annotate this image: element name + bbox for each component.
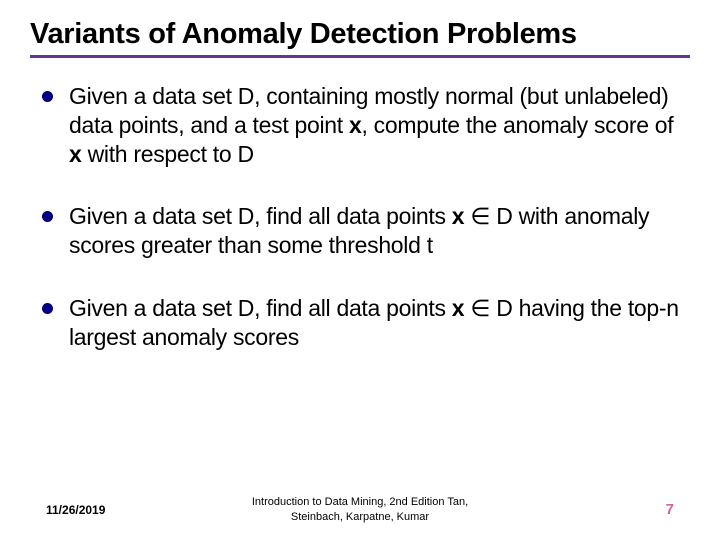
- text-bold: x: [349, 112, 362, 138]
- text-bold: x: [69, 141, 82, 167]
- text-segment: with respect to D: [82, 141, 254, 167]
- footer-ref-line: Introduction to Data Mining, 2nd Edition…: [252, 496, 468, 508]
- title-divider: [30, 55, 690, 58]
- list-item: Given a data set D, find all data points…: [42, 202, 690, 260]
- bullet-text: Given a data set D, containing mostly no…: [69, 82, 690, 168]
- text-bold: x: [452, 295, 465, 321]
- slide-footer: 11/26/2019 Introduction to Data Mining, …: [0, 501, 720, 518]
- text-segment: Given a data set D, find all data points: [69, 295, 452, 321]
- list-item: Given a data set D, find all data points…: [42, 294, 690, 352]
- slide-title: Variants of Anomaly Detection Problems: [30, 18, 690, 51]
- bullet-icon: [42, 303, 53, 314]
- footer-ref-line: Steinbach, Karpatne, Kumar: [291, 511, 429, 523]
- text-segment: , compute the anomaly score of: [361, 112, 673, 138]
- bullet-text: Given a data set D, find all data points…: [69, 294, 690, 352]
- footer-page-number: 7: [666, 501, 674, 518]
- footer-reference: Introduction to Data Mining, 2nd Edition…: [252, 495, 468, 524]
- text-segment: Given a data set D, find all data points: [69, 203, 452, 229]
- text-bold: x: [452, 203, 465, 229]
- list-item: Given a data set D, containing mostly no…: [42, 82, 690, 168]
- slide-container: Variants of Anomaly Detection Problems G…: [0, 0, 720, 540]
- bullet-text: Given a data set D, find all data points…: [69, 202, 690, 260]
- bullet-list: Given a data set D, containing mostly no…: [30, 82, 690, 351]
- bullet-icon: [42, 91, 53, 102]
- footer-date: 11/26/2019: [46, 503, 105, 517]
- bullet-icon: [42, 211, 53, 222]
